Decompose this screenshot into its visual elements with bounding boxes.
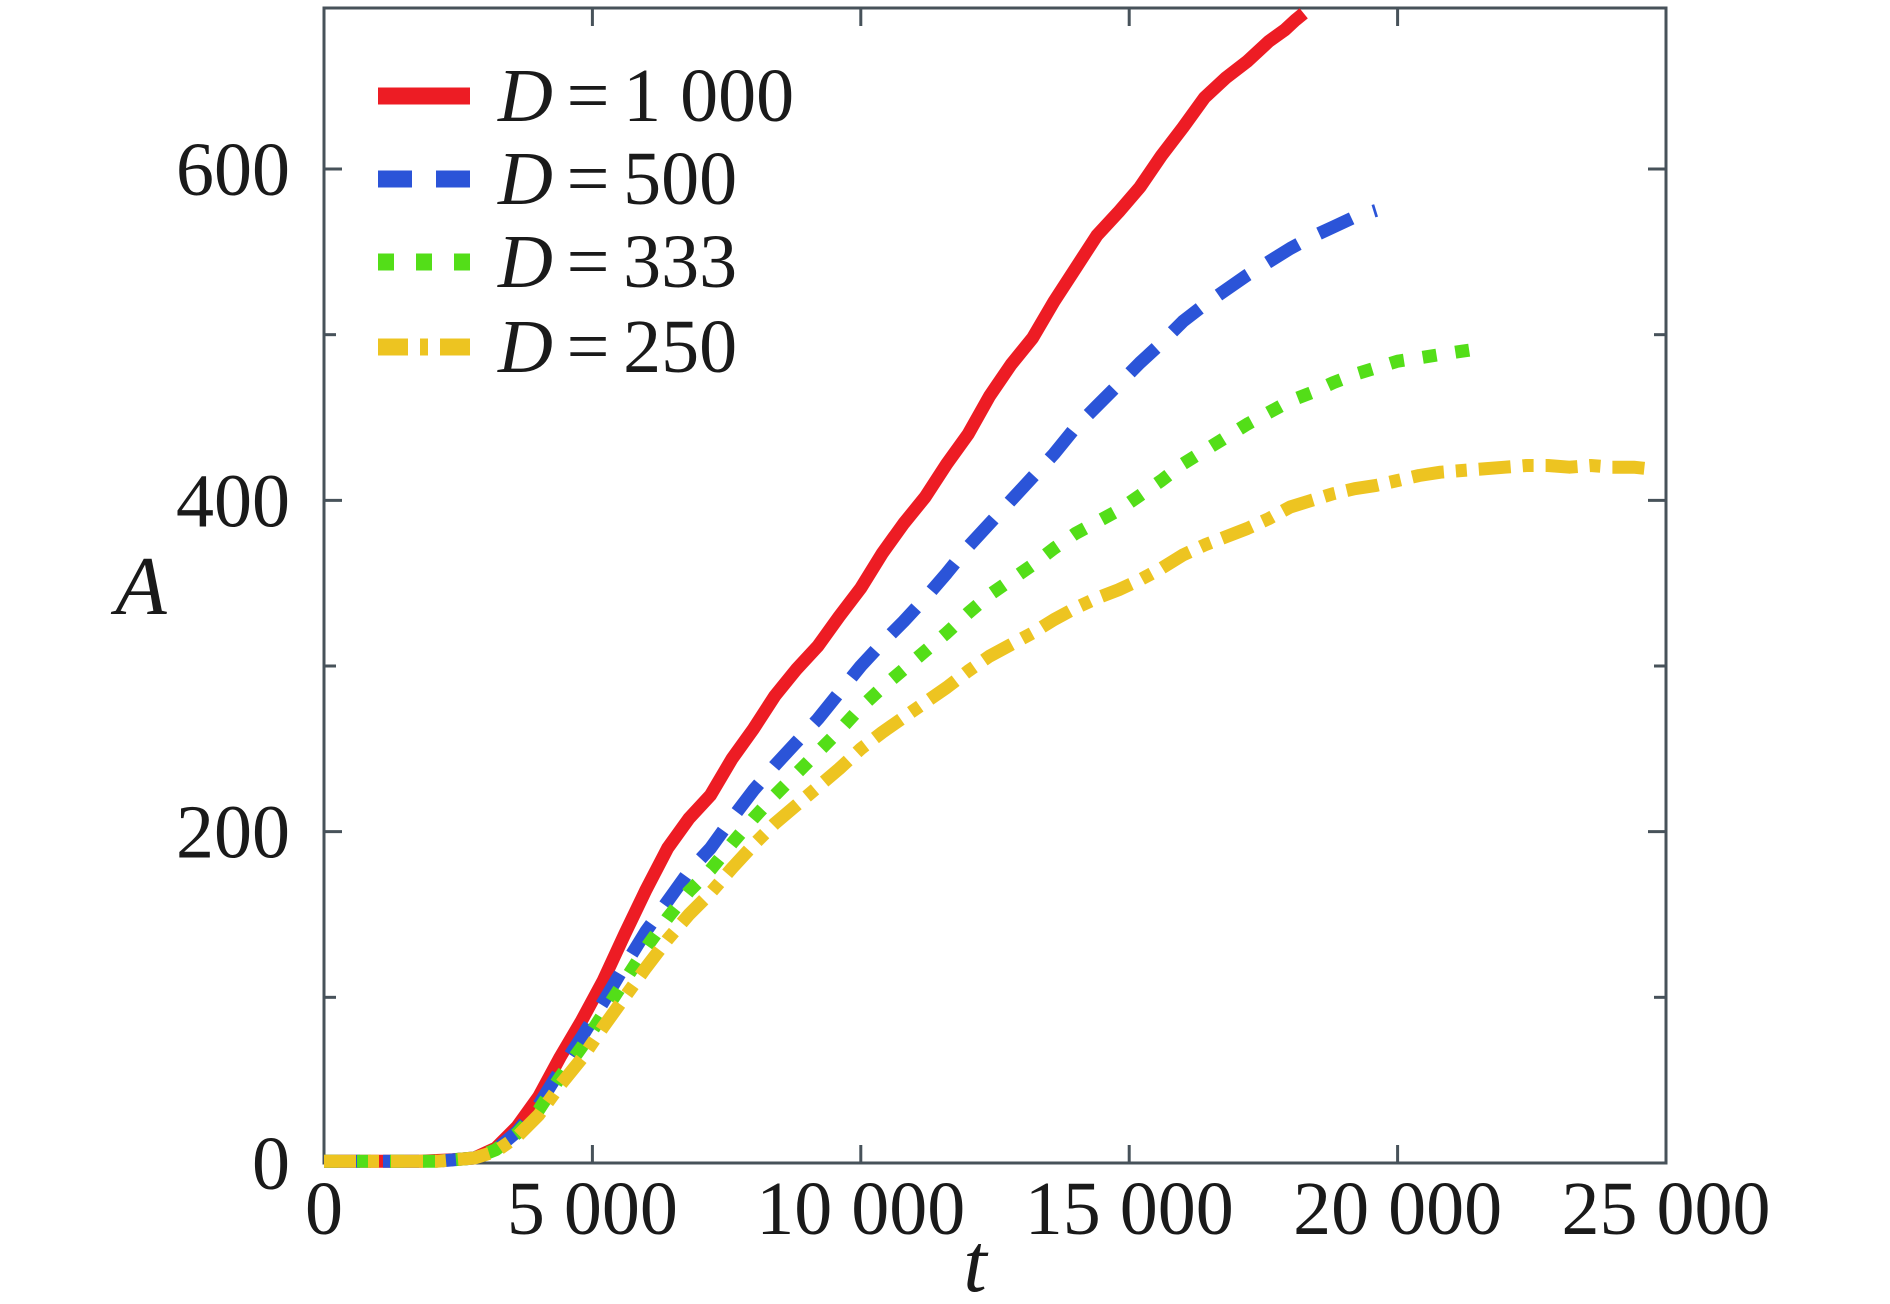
legend-item-d250: D = 250 (378, 299, 737, 395)
series-line-dashed-D500 (324, 204, 1379, 1168)
y-axis-tick-label: 400 (176, 459, 290, 543)
x-axis-tick-label: 5 000 (507, 1167, 678, 1251)
series-line-dotted-D333 (324, 343, 1474, 1168)
legend-swatch-dashed-icon (378, 170, 470, 188)
legend-swatch-dashdot-icon (378, 338, 470, 356)
legend-item-d500: D = 500 (378, 131, 737, 227)
legend-swatch-solid-icon (378, 87, 470, 105)
y-axis-tick-label: 600 (176, 128, 290, 212)
x-axis-label: t (963, 1217, 987, 1304)
series-line-solid-D1000 (324, 8, 1308, 1168)
legend-label: D = 1 000 (498, 54, 795, 138)
legend-item-d1000: D = 1 000 (378, 48, 794, 144)
x-axis-tick-label: 10 000 (756, 1167, 965, 1251)
legend-label: D = 250 (498, 305, 738, 389)
legend-label: D = 500 (498, 137, 738, 221)
y-axis-tick-label: 200 (176, 791, 290, 875)
series-line-dash-dot-D250 (324, 459, 1651, 1168)
legend-label: D = 333 (498, 220, 738, 304)
x-axis-tick-label: 25 000 (1562, 1167, 1771, 1251)
y-axis-tick-label: 0 (252, 1122, 290, 1206)
legend-swatch-dotted-icon (378, 253, 470, 271)
plot-frame (322, 6, 1668, 1165)
x-axis-tick-label: 0 (305, 1167, 343, 1251)
y-axis-label: A (115, 540, 167, 633)
x-axis-tick-label: 20 000 (1293, 1167, 1502, 1251)
x-axis-tick-label: 15 000 (1025, 1167, 1234, 1251)
legend-item-d333: D = 333 (378, 214, 737, 310)
